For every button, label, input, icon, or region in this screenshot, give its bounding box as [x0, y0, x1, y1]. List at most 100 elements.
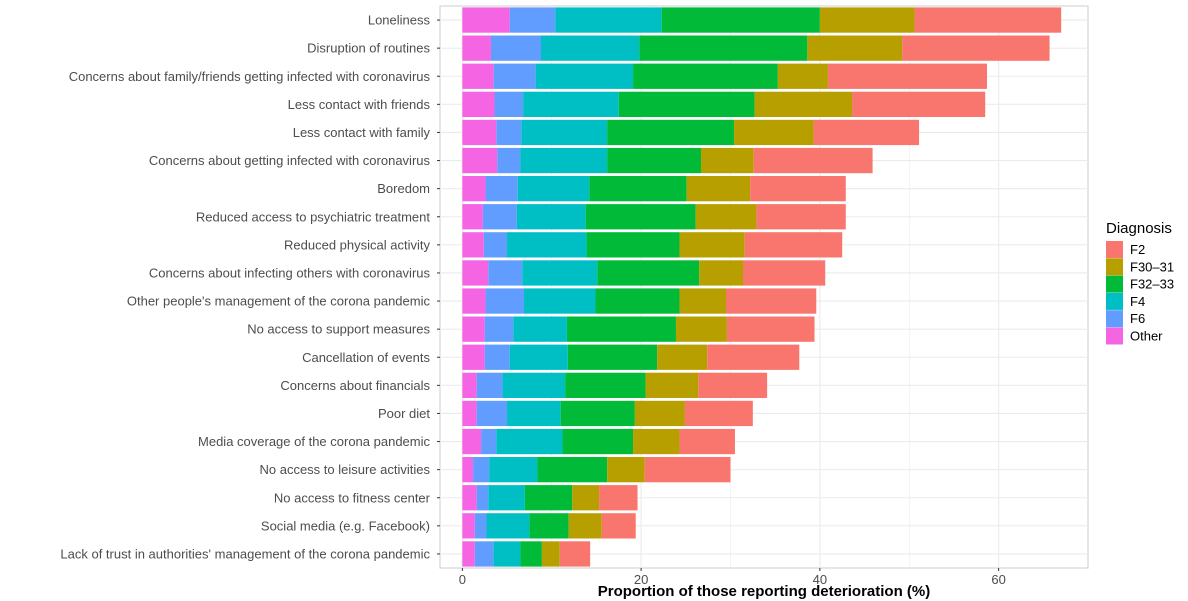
bar-segment [595, 288, 680, 314]
bar-segment [589, 176, 687, 202]
category-label: Boredom [377, 181, 430, 196]
bar-segment [462, 344, 485, 370]
category-label: Social media (e.g. Facebook) [261, 518, 430, 533]
bar-segment [601, 513, 636, 539]
bar-segment [726, 288, 817, 314]
bar-segment [568, 513, 602, 539]
bar-segment [756, 204, 846, 230]
bar-segment [819, 7, 915, 33]
bar-segment [520, 541, 542, 567]
bar-segment [699, 260, 743, 286]
bar-segment [634, 400, 685, 427]
legend-swatch [1106, 327, 1123, 345]
bar-segment [462, 232, 484, 258]
legend: Diagnosis F2 F30–31 F32–33 F4 F6 Other [1106, 220, 1174, 345]
category-labels: Loneliness Disruption of routines Concerns… [60, 13, 440, 561]
bar-segment [597, 260, 700, 286]
bar-segment [679, 288, 727, 314]
bar-segment [517, 176, 590, 202]
bar-segment [509, 344, 568, 370]
bar-segment [753, 147, 873, 174]
category-label: Less contact with friends [288, 97, 431, 112]
bar-segment [645, 372, 699, 398]
legend-swatch [1106, 241, 1123, 258]
x-axis-ticks: 0 20 40 60 [459, 568, 1006, 587]
bar-segment [744, 232, 843, 258]
bar-segment [483, 232, 508, 258]
bar-segment [914, 7, 1062, 33]
bar-segment [481, 428, 497, 455]
bar-segment [537, 457, 608, 483]
bar-segment [516, 204, 586, 230]
bar-segment [462, 485, 477, 511]
bar-segment [523, 91, 619, 117]
bar-segment [567, 344, 658, 370]
bar-segment [462, 7, 510, 33]
bar-segment [493, 541, 521, 567]
bar-segment [476, 400, 508, 427]
category-label: Cancellation of events [302, 350, 430, 365]
bar-segment [586, 232, 680, 258]
bar-segment [675, 316, 727, 342]
bar-segment [462, 288, 486, 314]
bar-segment [754, 91, 853, 117]
bar-segment [585, 204, 696, 230]
bar-segment [507, 400, 561, 427]
category-label: No access to fitness center [274, 490, 431, 505]
bar-segment [488, 485, 525, 511]
bar-segment [827, 63, 988, 89]
bar-segment [750, 176, 846, 202]
legend-swatch [1106, 292, 1123, 310]
bar-segment [852, 91, 986, 117]
bar-segment [562, 428, 634, 455]
category-label: Concerns about family/friends getting in… [69, 69, 431, 84]
bar-segment [476, 485, 489, 511]
bar-segment [496, 119, 522, 146]
bar-segment [734, 119, 814, 146]
bar-segment [535, 63, 634, 89]
bar-segment [566, 316, 676, 342]
bar-segment [644, 457, 731, 483]
category-label: Reduced access to psychiatric treatment [196, 209, 430, 224]
legend-label: F32–33 [1130, 277, 1174, 292]
bar-segment [633, 428, 680, 455]
bar-segment [524, 288, 596, 314]
x-tick-label: 40 [813, 572, 827, 587]
category-label: Concerns about getting infected with cor… [149, 153, 431, 168]
category-label: No access to support measures [247, 322, 430, 337]
bar-segment [462, 260, 489, 286]
legend-swatch [1106, 258, 1123, 276]
plot-panel [439, 5, 1089, 569]
bar-segment [513, 316, 567, 342]
x-tick-label: 20 [634, 572, 648, 587]
bar-segment [493, 63, 536, 89]
bar-segment [462, 119, 497, 146]
bar-segment [559, 541, 591, 567]
bar-segment [657, 344, 708, 370]
legend-label: F6 [1130, 311, 1145, 326]
bar-segment [902, 35, 1050, 61]
bar-segment [686, 176, 751, 202]
bar-segment [572, 485, 600, 511]
bar-segment [496, 428, 563, 455]
bar-segment [462, 204, 483, 230]
bar-segment [509, 7, 556, 33]
category-label: Concerns about financials [280, 378, 430, 393]
bar-segment [474, 541, 494, 567]
legend-label: F4 [1130, 294, 1145, 309]
bar-segment [633, 63, 778, 89]
bar-segment [484, 344, 510, 370]
bar-segment [607, 457, 645, 483]
legend-swatch [1106, 275, 1123, 293]
bar-segment [489, 457, 538, 483]
category-label: Media coverage of the corona pandemic [198, 434, 430, 449]
bar-segment [807, 35, 903, 61]
bar-segment [485, 288, 525, 314]
bar-segment [462, 428, 482, 455]
bar-segment [462, 91, 495, 117]
bar-segment [529, 513, 569, 539]
bar-segment [522, 260, 598, 286]
bar-segment [599, 485, 638, 511]
bar-segment [700, 147, 754, 174]
category-label: No access to leisure activities [259, 462, 430, 477]
